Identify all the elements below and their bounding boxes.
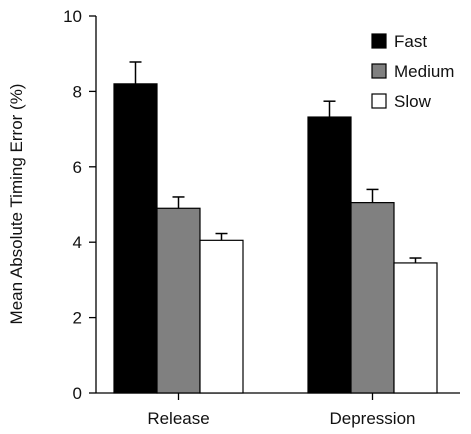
y-tick-label: 4 [73, 233, 82, 252]
y-axis-title: Mean Absolute Timing Error (%) [7, 84, 26, 325]
y-tick-label: 8 [73, 82, 82, 101]
y-tick-label: 6 [73, 158, 82, 177]
x-tick-label: Release [147, 409, 209, 428]
legend-swatch-slow [371, 93, 387, 109]
x-tick-label: Depression [330, 409, 416, 428]
legend-swatch-fast [371, 33, 387, 49]
bar-fast-depression [307, 116, 352, 394]
bars [113, 61, 438, 394]
bar-slow-depression [393, 262, 438, 394]
bar-fast-release [113, 83, 158, 394]
y-tick-label: 0 [73, 384, 82, 403]
legend-label-fast: Fast [394, 32, 427, 51]
bar-medium-depression [350, 202, 395, 394]
bar-medium-release [156, 207, 201, 394]
legend-label-medium: Medium [394, 62, 454, 81]
legend: Fast Medium Slow [371, 32, 454, 111]
legend-label-slow: Slow [394, 92, 432, 111]
bar-slow-release [199, 239, 244, 394]
y-tick-label: 10 [63, 7, 82, 26]
legend-swatch-medium [371, 63, 387, 79]
y-tick-label: 2 [73, 309, 82, 328]
axes: 0 2 4 6 8 10 Release Depression [63, 7, 460, 428]
